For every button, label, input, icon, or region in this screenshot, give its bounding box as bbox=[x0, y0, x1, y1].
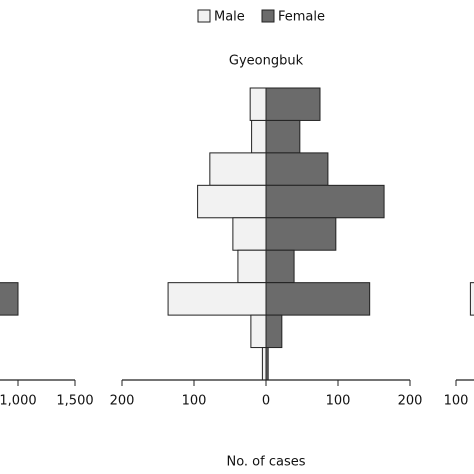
legend-label: Female bbox=[278, 10, 325, 25]
bar bbox=[237, 249, 267, 284]
bar bbox=[0, 282, 19, 316]
x-axis-label: No. of cases bbox=[226, 455, 305, 470]
bar bbox=[265, 282, 371, 316]
bar bbox=[209, 152, 267, 186]
x-tick-label: 0 bbox=[262, 394, 270, 409]
bar bbox=[265, 87, 321, 121]
x-tick-label: 100 bbox=[326, 394, 351, 409]
bar bbox=[265, 249, 295, 284]
legend-swatch bbox=[261, 9, 275, 23]
bar bbox=[265, 119, 301, 154]
bar bbox=[265, 314, 283, 349]
legend-swatch bbox=[197, 9, 211, 23]
bar bbox=[261, 347, 267, 381]
bar bbox=[469, 282, 474, 316]
x-tick-label: 1,000 bbox=[0, 394, 37, 409]
bar bbox=[197, 184, 267, 219]
bar bbox=[250, 314, 267, 349]
bar bbox=[232, 217, 267, 251]
bar bbox=[265, 152, 329, 186]
x-tick-label: 100 bbox=[182, 394, 207, 409]
bar bbox=[265, 184, 385, 219]
bar bbox=[265, 347, 269, 381]
x-tick-label: 200 bbox=[398, 394, 423, 409]
bar bbox=[251, 119, 267, 154]
panel-title: Gyeongbuk bbox=[229, 54, 304, 69]
x-tick-label: 100 bbox=[444, 394, 469, 409]
legend-label: Male bbox=[214, 10, 245, 25]
bar bbox=[265, 217, 337, 251]
x-tick-label: 1,500 bbox=[56, 394, 93, 409]
bar bbox=[167, 282, 267, 316]
x-tick-label: 200 bbox=[110, 394, 135, 409]
bar bbox=[249, 87, 267, 121]
